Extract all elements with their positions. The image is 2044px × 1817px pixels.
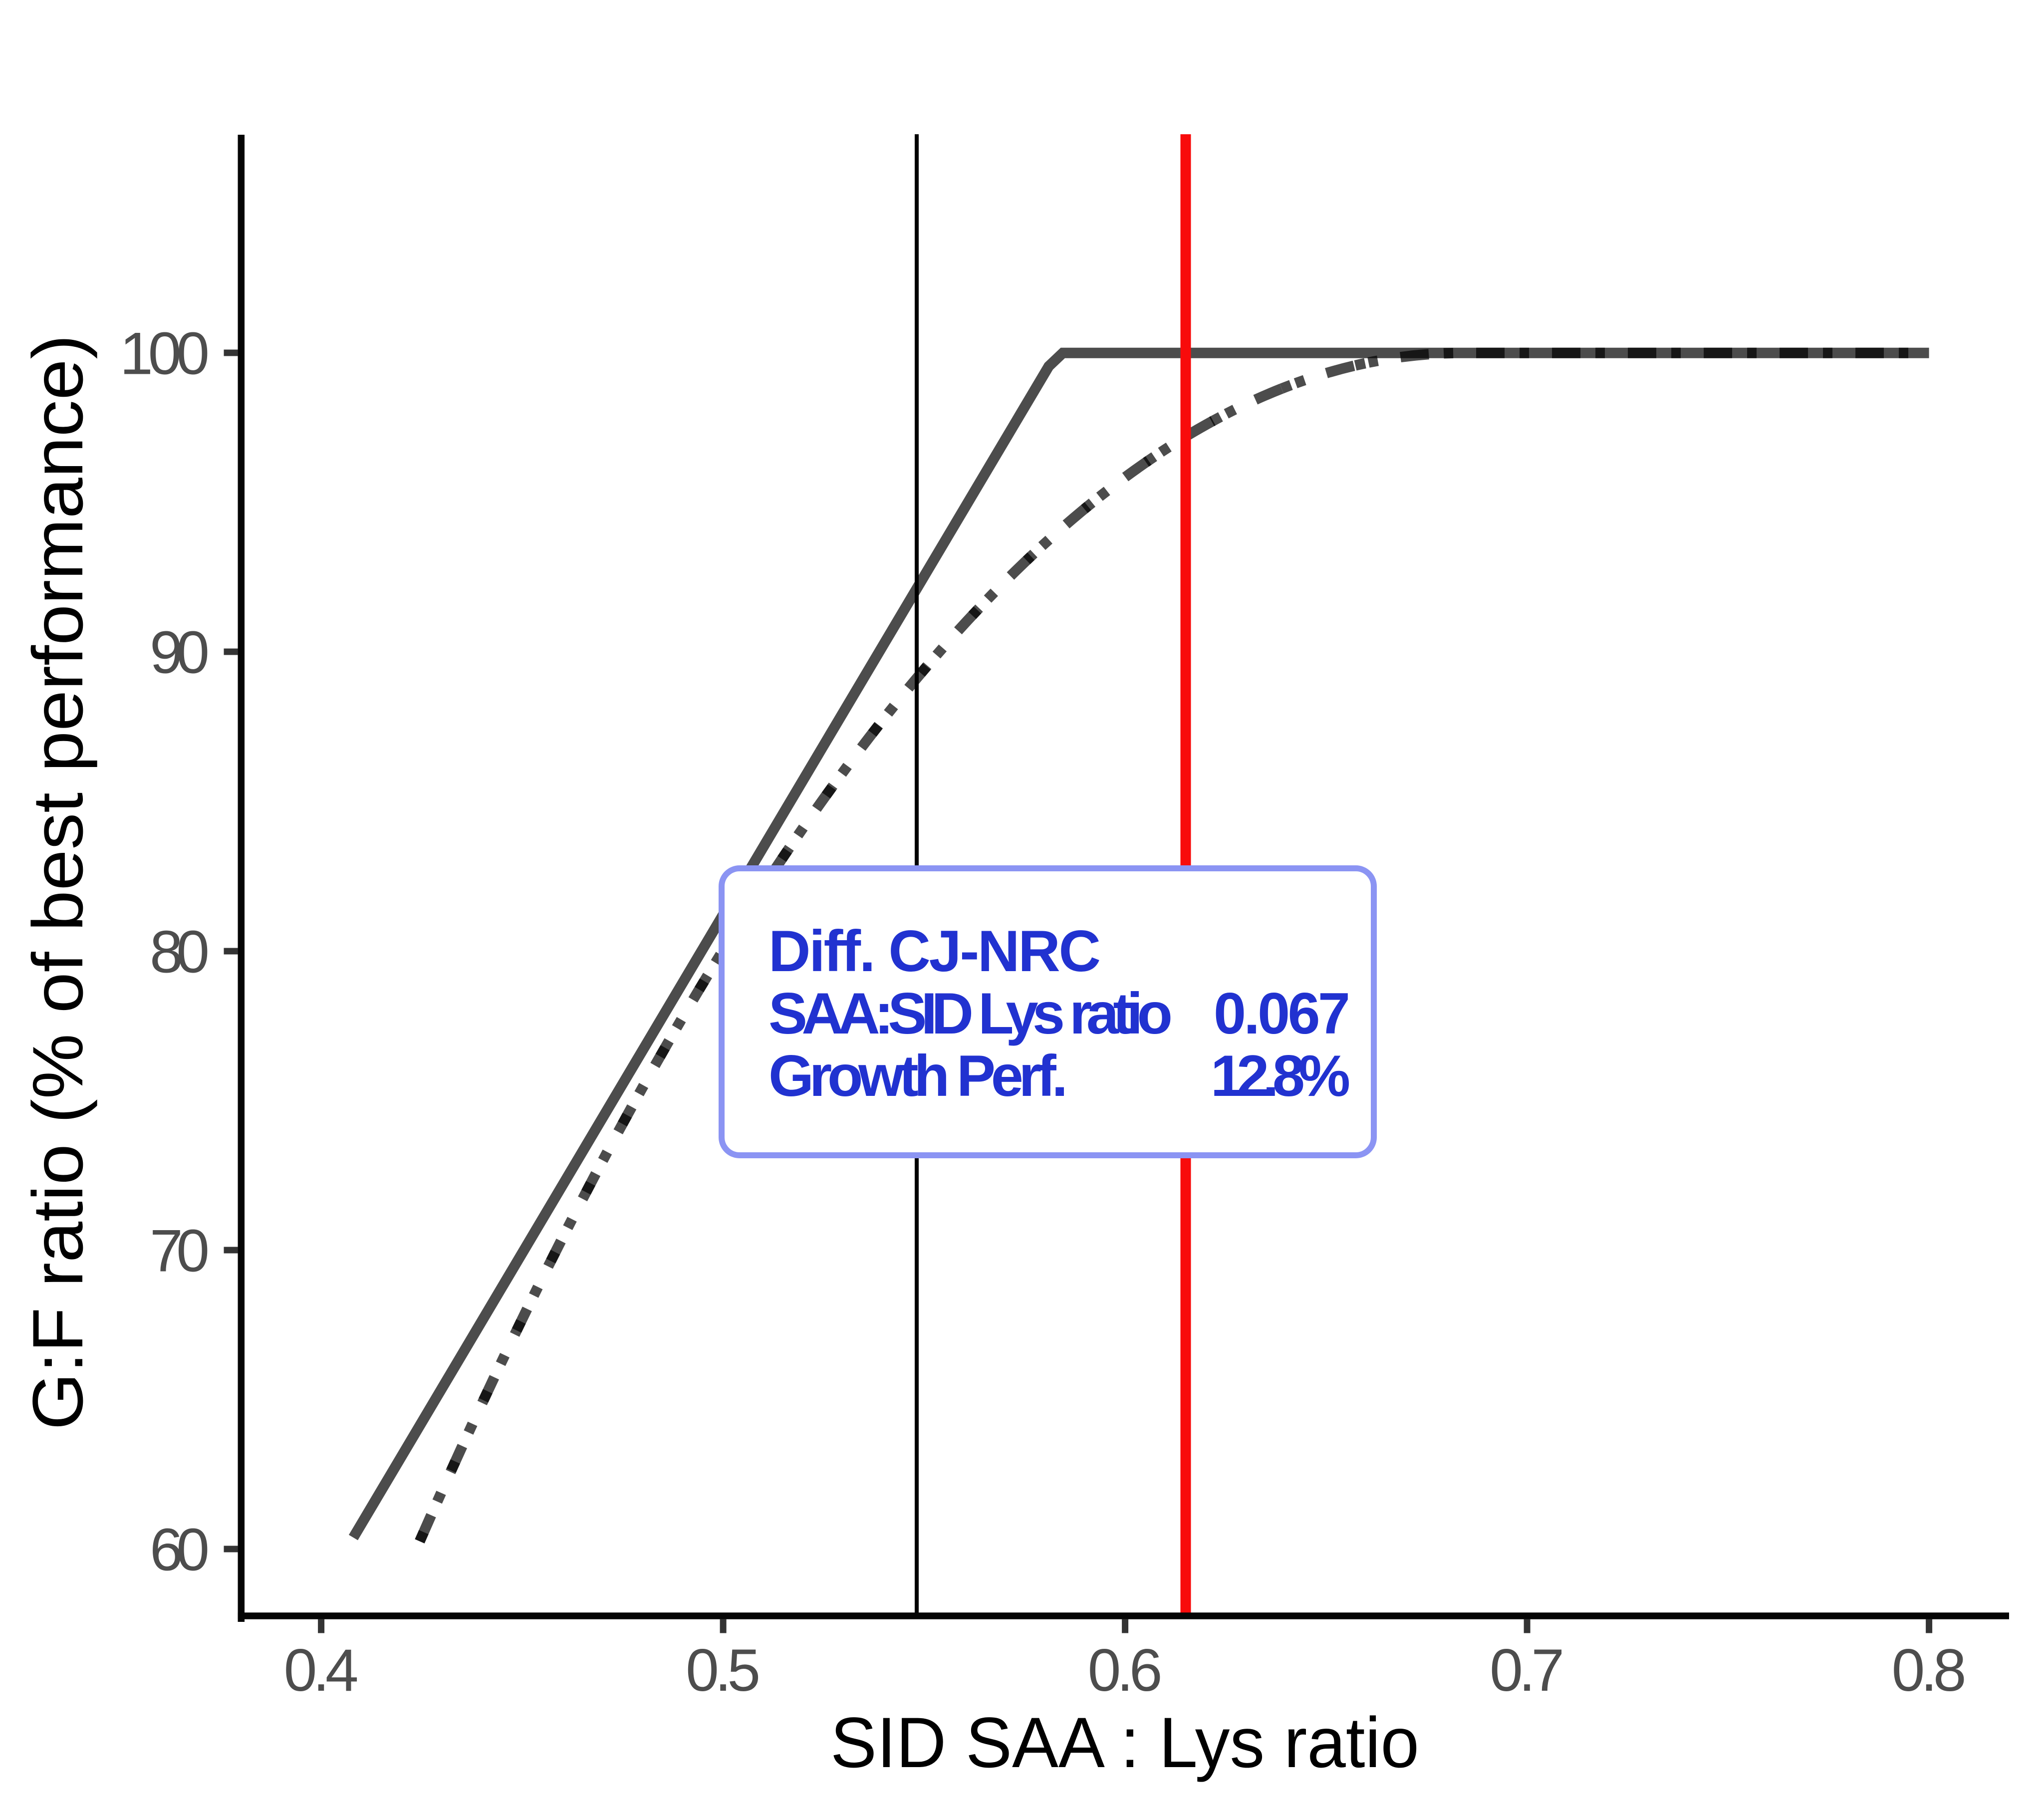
svg-text:0.8: 0.8 [1892, 1637, 1967, 1704]
svg-text:80: 80 [150, 918, 210, 985]
svg-text:0.7: 0.7 [1490, 1637, 1564, 1704]
svg-text:60: 60 [150, 1516, 210, 1583]
svg-text:0.5: 0.5 [686, 1637, 761, 1704]
svg-text:0.4: 0.4 [284, 1637, 359, 1704]
svg-text:100: 100 [120, 320, 210, 387]
svg-text:90: 90 [150, 619, 210, 686]
svg-text:0.6: 0.6 [1088, 1637, 1163, 1704]
svg-text:70: 70 [150, 1217, 210, 1284]
svg-text:G:F ratio (% of best performan: G:F ratio (% of best performance) [18, 335, 98, 1430]
svg-text:Diff. CJ-NRC: Diff. CJ-NRC [768, 918, 1101, 984]
svg-text:SAA:SID Lys ratio: SAA:SID Lys ratio [768, 981, 1173, 1046]
svg-text:12.8%: 12.8% [1211, 1043, 1350, 1108]
svg-text:0.067: 0.067 [1214, 981, 1350, 1046]
svg-text:Growth Perf.: Growth Perf. [768, 1043, 1068, 1108]
svg-text:SID SAA : Lys ratio: SID SAA : Lys ratio [830, 1703, 1419, 1783]
